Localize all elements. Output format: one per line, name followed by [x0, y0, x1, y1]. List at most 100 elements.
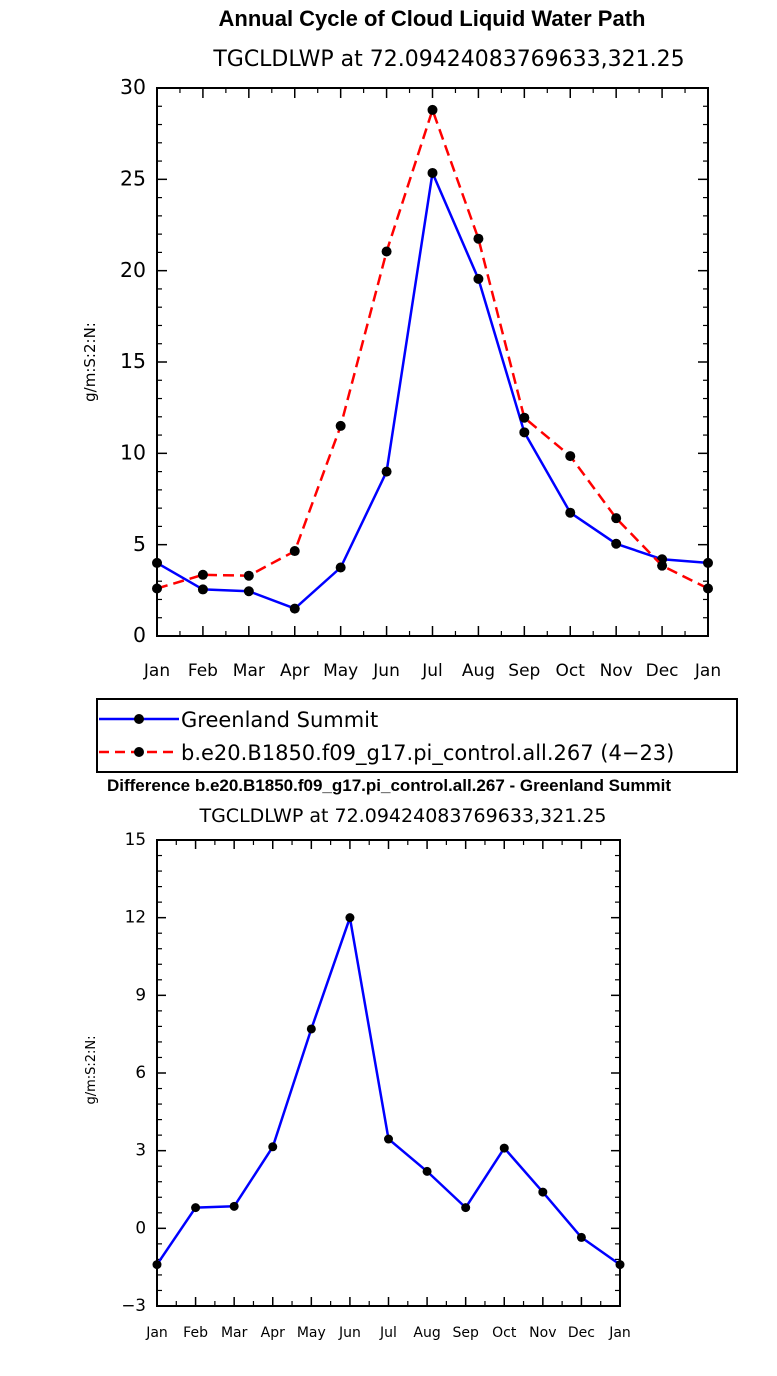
chart1-series-1-point — [519, 427, 530, 438]
chart2-series-1-point — [345, 913, 355, 923]
chart1-series-2-point — [611, 513, 622, 524]
chart1-y-tick-label: 20 — [120, 258, 146, 282]
chart2-x-tick-label: Jun — [338, 1325, 361, 1341]
chart1-x-tick-label: Sep — [508, 661, 540, 681]
chart1-x-tick-label: Jul — [421, 661, 443, 681]
chart2-series-1-point — [615, 1260, 625, 1270]
chart2-y-tick-label: 15 — [125, 829, 146, 849]
chart1-series-2-point — [703, 583, 713, 594]
chart2-subtitle: TGCLDLWP at 72.09424083769633,321.25 — [198, 805, 606, 827]
chart1-x-tick-label: Feb — [188, 661, 218, 681]
chart2-title: Difference b.e20.B1850.f09_g17.pi_contro… — [107, 776, 671, 795]
chart1-y-tick-label: 0 — [133, 623, 146, 647]
chart1-series-2-point — [243, 570, 254, 581]
chart1-series-1-point — [473, 273, 484, 284]
chart1-series-1-line — [156, 171, 709, 610]
chart1-y-axis-label: g/m:S:2:N: — [81, 322, 99, 402]
chart1-x-tick-label: May — [323, 661, 358, 681]
chart2-series-1-line — [155, 916, 621, 1266]
chart2-x-tick-label: Feb — [183, 1325, 208, 1341]
chart2-x-tick-label: Jul — [379, 1325, 397, 1341]
legend-label-greenland: Greenland Summit — [181, 708, 378, 732]
chart2-x-tick-label: Mar — [221, 1325, 248, 1341]
chart1-x-tick-label: Oct — [556, 661, 586, 681]
chart2-x-tick-label: May — [297, 1325, 326, 1341]
chart1-series-2-point — [519, 412, 530, 423]
chart2-series-1-point — [384, 1134, 393, 1144]
chart1-series-1-point — [611, 538, 622, 549]
chart1-y-tick-label: 25 — [120, 166, 146, 190]
chart1-series-2-point — [152, 583, 162, 594]
chart1-x-tick-label: Mar — [233, 661, 265, 681]
chart2-ticks — [156, 839, 621, 1307]
chart2-y-tick-label: 0 — [135, 1217, 146, 1237]
chart1-legend: Greenland Summit b.e20.B1850.f09_g17.pi_… — [96, 698, 738, 773]
chart2-x-tick-label: Nov — [529, 1325, 556, 1341]
chart2-series-1-point — [538, 1187, 548, 1197]
chart1-x-tick-label: Apr — [280, 661, 309, 681]
difference-chart: Difference b.e20.B1850.f09_g17.pi_contro… — [84, 776, 671, 1341]
chart1-y-tick-label: 5 — [133, 532, 146, 556]
chart1-series-1-point — [703, 557, 713, 568]
chart1-series-1-point — [197, 584, 208, 595]
chart1-series-1-point — [243, 586, 254, 597]
chart2-plot-frame — [156, 839, 621, 1307]
chart1-x-tick-label: Jan — [143, 661, 170, 681]
chart2-y-tick-label: −3 — [121, 1295, 146, 1315]
chart1-series-2-line — [156, 108, 709, 590]
chart1-y-tick-label: 30 — [120, 75, 146, 99]
chart1-series-1-point — [335, 562, 346, 573]
chart1-subtitle: TGCLDLWP at 72.09424083769633,321.25 — [212, 47, 684, 72]
chart1-y-tick-label: 15 — [120, 349, 146, 373]
legend-label-model: b.e20.B1850.f09_g17.pi_control.all.267 (… — [181, 741, 674, 766]
chart1-series-1-point — [427, 167, 438, 178]
chart1-x-tick-labels: Jan Feb Mar Apr May Jun Jul Aug Sep Oct Nov Dec Jan — [143, 661, 721, 681]
chart1-series-1-point — [289, 603, 300, 614]
chart2-x-tick-label: Apr — [261, 1325, 285, 1341]
chart1-series-2-point — [565, 451, 576, 462]
chart2-y-tick-label: 6 — [135, 1062, 146, 1082]
chart2-y-tick-labels: −3 0 3 6 9 12 15 — [121, 829, 146, 1315]
chart2-y-tick-label: 12 — [125, 907, 146, 927]
chart2-series-1-point — [576, 1232, 586, 1242]
chart2-series-1-point — [422, 1166, 432, 1176]
chart2-y-axis-label: g/m:S:2:N: — [84, 1035, 99, 1104]
legend-frame — [96, 698, 738, 773]
chart2-x-tick-labels: Jan Feb Mar Apr May Jun Jul Aug Sep Oct Nov Dec Jan — [145, 1325, 631, 1341]
chart2-series-1-point — [268, 1142, 278, 1152]
chart2-y-tick-label: 3 — [135, 1140, 146, 1160]
chart1-series-2-point — [473, 233, 484, 244]
chart2-x-tick-label: Dec — [568, 1325, 595, 1341]
chart1-series-1-point — [381, 466, 392, 477]
chart1-series-2-point — [657, 560, 668, 571]
chart1-series — [152, 104, 713, 614]
chart1-series-1-point — [565, 507, 576, 518]
chart2-x-tick-label: Jan — [145, 1325, 168, 1341]
chart1-x-tick-label: Aug — [462, 661, 495, 681]
chart1-series-2-point — [335, 420, 346, 431]
legend-marker-model — [134, 747, 144, 757]
chart1-series-2-point — [381, 246, 392, 257]
chart2-y-tick-label: 9 — [135, 984, 146, 1004]
chart1-x-tick-label: Dec — [646, 661, 679, 681]
chart2-series-1-point — [152, 1260, 162, 1270]
chart1-y-tick-labels: 0 5 10 15 20 25 30 — [120, 75, 146, 647]
chart1-y-tick-label: 10 — [120, 440, 146, 464]
chart1-x-tick-label: Nov — [600, 661, 633, 681]
chart1-title: Annual Cycle of Cloud Liquid Water Path — [219, 6, 646, 31]
chart1-series-2-point — [427, 104, 438, 115]
chart1-x-tick-label: Jan — [694, 661, 721, 681]
chart1-series-2-point — [197, 569, 208, 580]
annual-cycle-chart: Annual Cycle of Cloud Liquid Water Path … — [81, 6, 721, 681]
chart2-series-1-point — [461, 1203, 471, 1213]
chart1-series-1-point — [152, 557, 162, 568]
chart2-series-1-point — [229, 1201, 239, 1211]
chart2-x-tick-label: Oct — [492, 1325, 517, 1341]
chart2-series-1-point — [499, 1143, 509, 1153]
chart2-x-tick-label: Jan — [608, 1325, 631, 1341]
chart1-series-2-point — [289, 546, 300, 557]
chart2-x-tick-label: Aug — [413, 1325, 440, 1341]
chart2-x-tick-label: Sep — [452, 1325, 479, 1341]
legend-marker-greenland — [134, 714, 144, 724]
chart2-series — [152, 913, 625, 1270]
